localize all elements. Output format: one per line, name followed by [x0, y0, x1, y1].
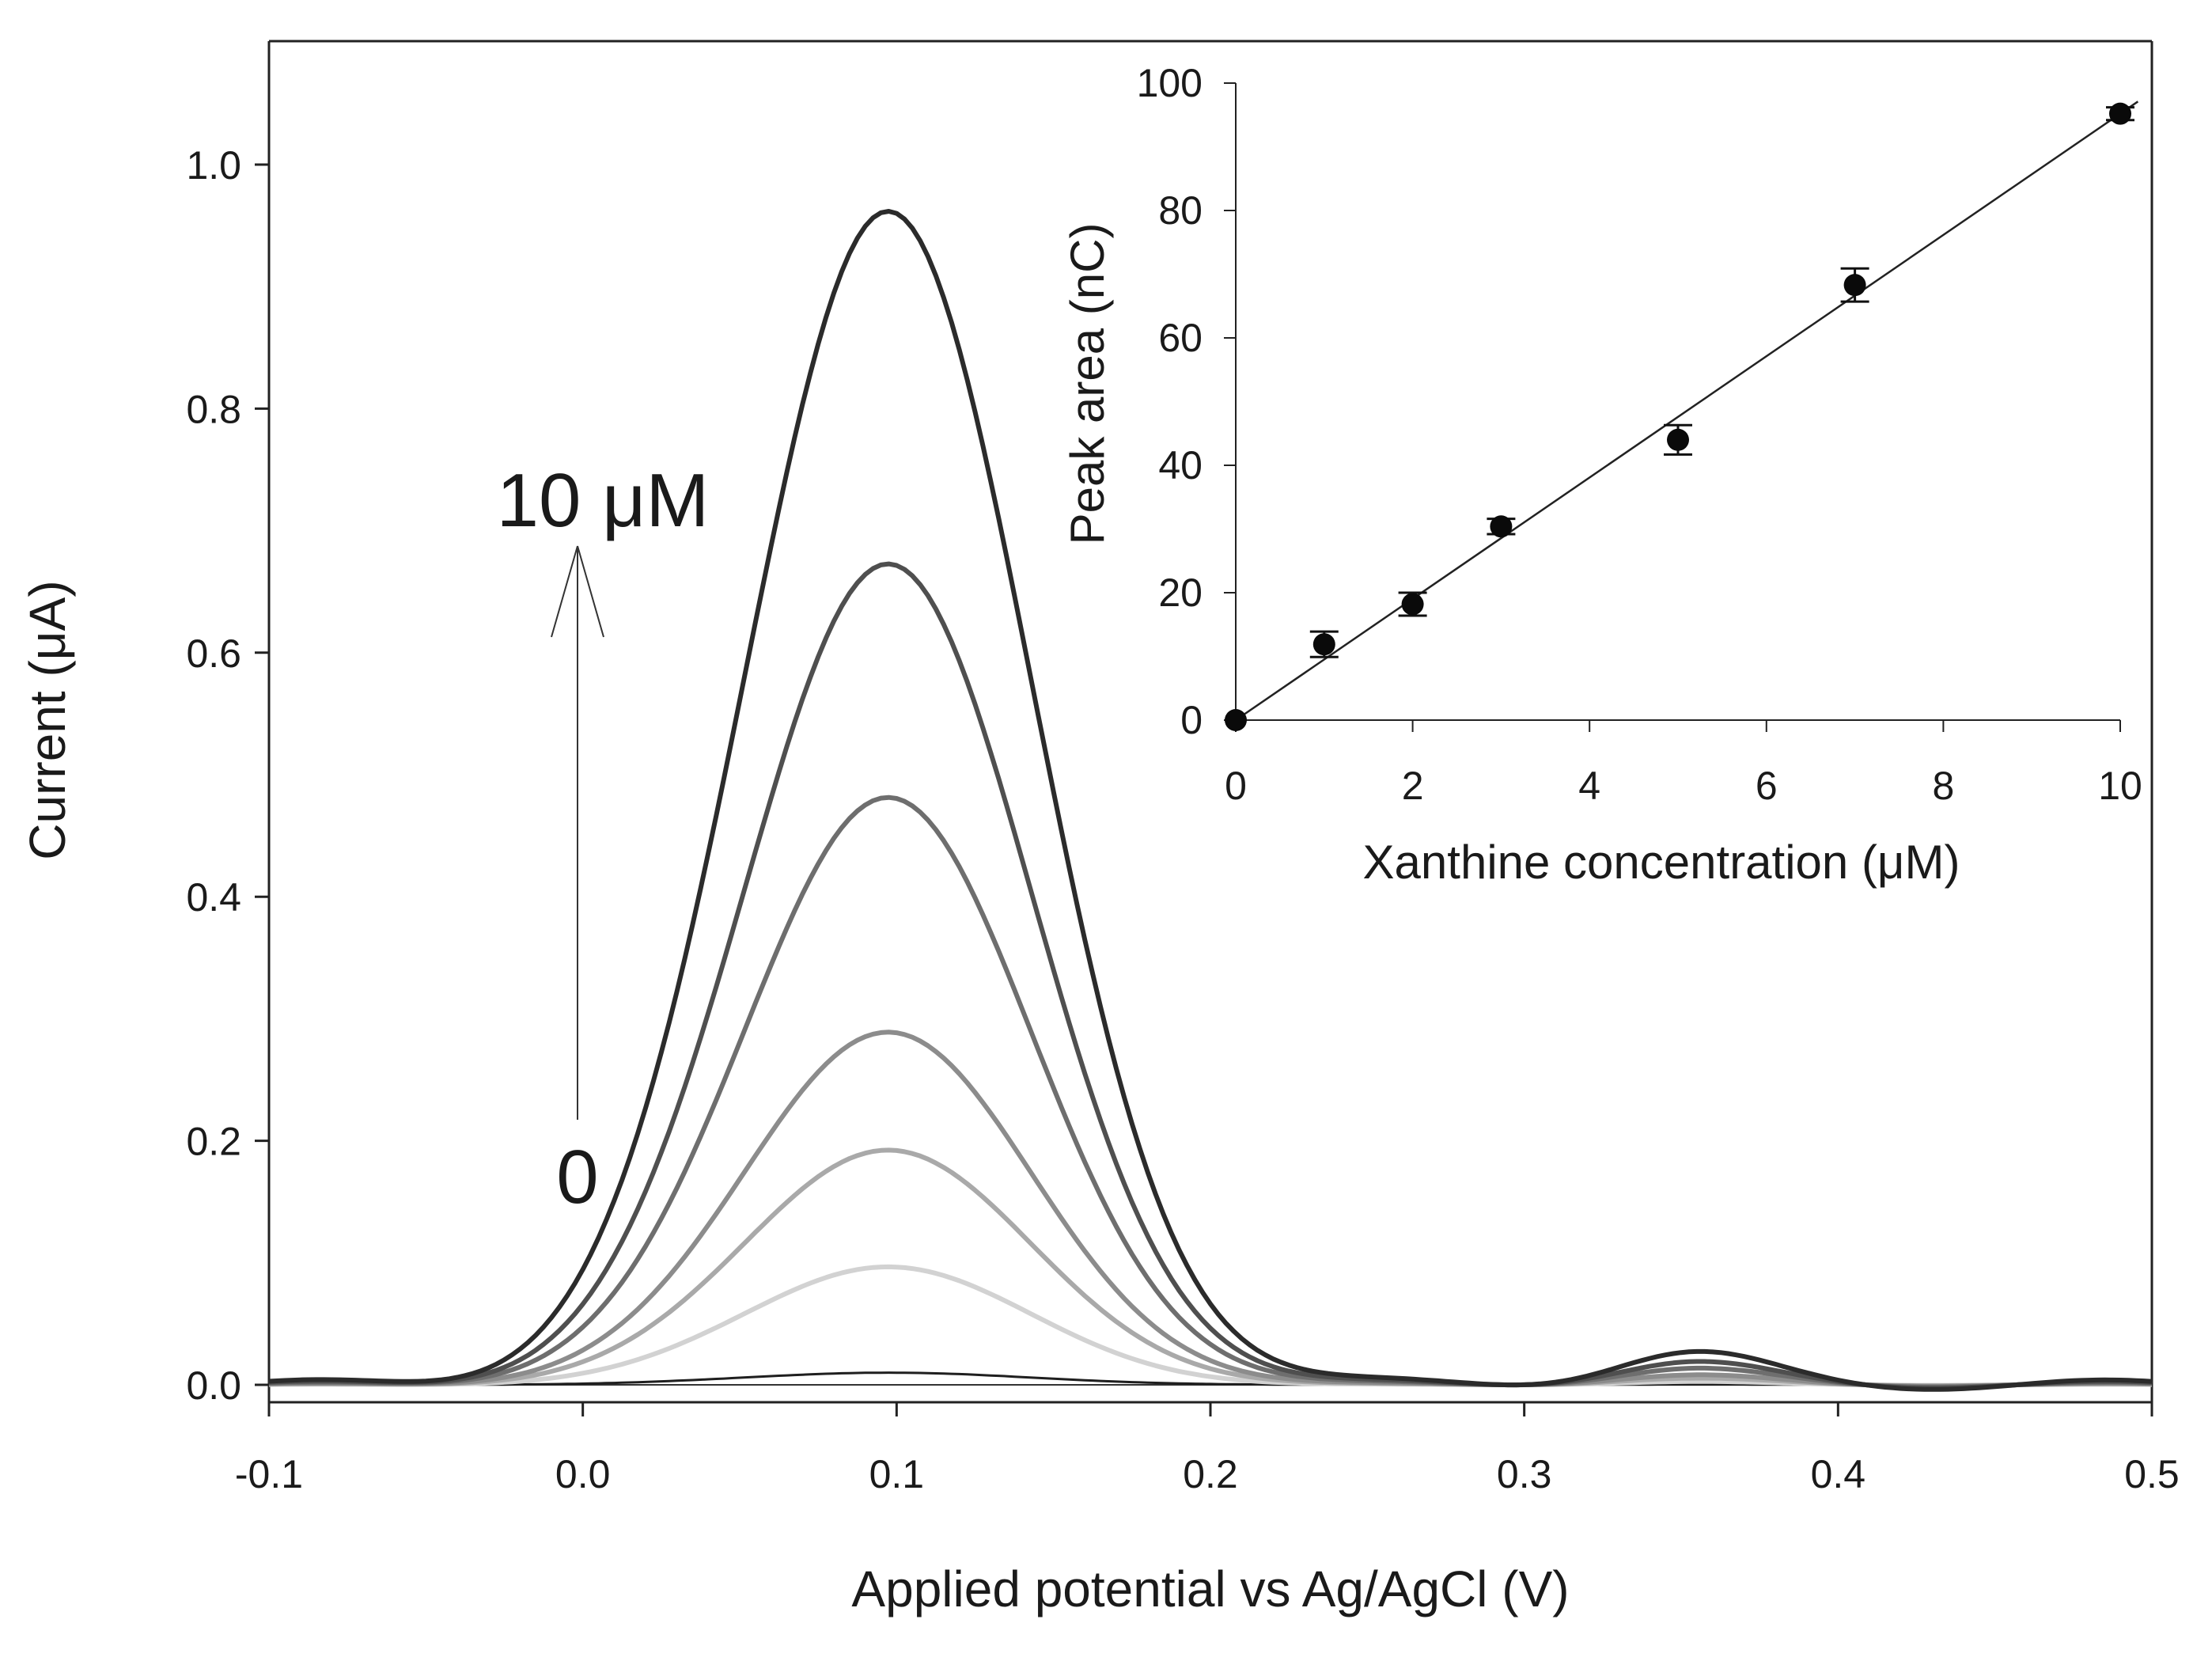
inset-axis-ticks: [1224, 82, 2121, 732]
main-axis-tick-labels: -0.1 0.0 0.1 0.2 0.3 0.4 0.5 0.0 0.2 0.4 0.6 0.8 1.0: [186, 143, 2179, 1496]
inset-background: [1234, 79, 2120, 724]
inset-data-point: [1225, 709, 1247, 731]
inset-y-axis-label: Peak area (nC): [1061, 223, 1114, 545]
inset-data-points: [1225, 102, 2134, 731]
y-tick-label: 0.4: [186, 875, 241, 920]
inset-x-tick-label: 2: [1402, 764, 1424, 808]
inset-y-tick-label: 100: [1137, 61, 1203, 105]
x-tick-label: 0.3: [1497, 1452, 1552, 1496]
arrow-head-left: [551, 545, 578, 638]
curve-10-m: [268, 209, 2153, 1392]
inset-y-tick-label: 40: [1158, 443, 1203, 487]
voltammogram-curves: [268, 209, 2153, 1392]
x-tick-label: 0.2: [1183, 1452, 1238, 1496]
inset-y-tick-label: 80: [1158, 188, 1203, 233]
arrow-head-right: [577, 545, 604, 638]
inset-y-tick-label: 0: [1180, 698, 1203, 742]
inset-data-point: [1667, 428, 1689, 451]
curve-3-m: [268, 1030, 2153, 1389]
y-tick-label: 0.0: [186, 1363, 241, 1408]
inset-y-tick-label: 60: [1158, 316, 1203, 360]
inset-data-point: [1490, 515, 1513, 538]
inset-data-point: [2109, 102, 2131, 125]
y-tick-label: 0.2: [186, 1120, 241, 1164]
x-tick-label: 0.0: [555, 1452, 611, 1496]
concentration-arrow: [551, 545, 604, 1120]
x-tick-label: 0.5: [2124, 1452, 2180, 1496]
inset-x-axis-label: Xanthine concentration (μM): [1363, 836, 1960, 889]
annotation-10uM: 10 μM: [497, 458, 710, 543]
inset-data-point: [1843, 274, 1866, 297]
y-axis-label: Current (μA): [19, 580, 76, 859]
x-tick-label: -0.1: [235, 1452, 303, 1496]
y-tick-label: 0.8: [186, 387, 241, 431]
y-tick-label: 1.0: [186, 143, 241, 188]
x-axis-label: Applied potential vs Ag/AgCl (V): [851, 1561, 1569, 1617]
inset-x-tick-label: 8: [1932, 764, 1954, 808]
inset-y-tick-label: 20: [1158, 571, 1203, 615]
inset-x-tick-label: 0: [1225, 764, 1247, 808]
inset-data-point: [1312, 633, 1335, 656]
main-axis-ticks: [255, 163, 2153, 1416]
x-tick-label: 0.1: [869, 1452, 925, 1496]
y-tick-label: 0.6: [186, 631, 241, 676]
inset-fit-line: [1235, 100, 2139, 722]
inset-data-point: [1401, 593, 1424, 616]
annotation-zero: 0: [556, 1135, 598, 1219]
inset-x-tick-label: 4: [1578, 764, 1600, 808]
x-tick-label: 0.4: [1811, 1452, 1866, 1496]
inset-x-tick-label: 6: [1756, 764, 1778, 808]
inset-x-tick-label: 10: [2098, 764, 2142, 808]
